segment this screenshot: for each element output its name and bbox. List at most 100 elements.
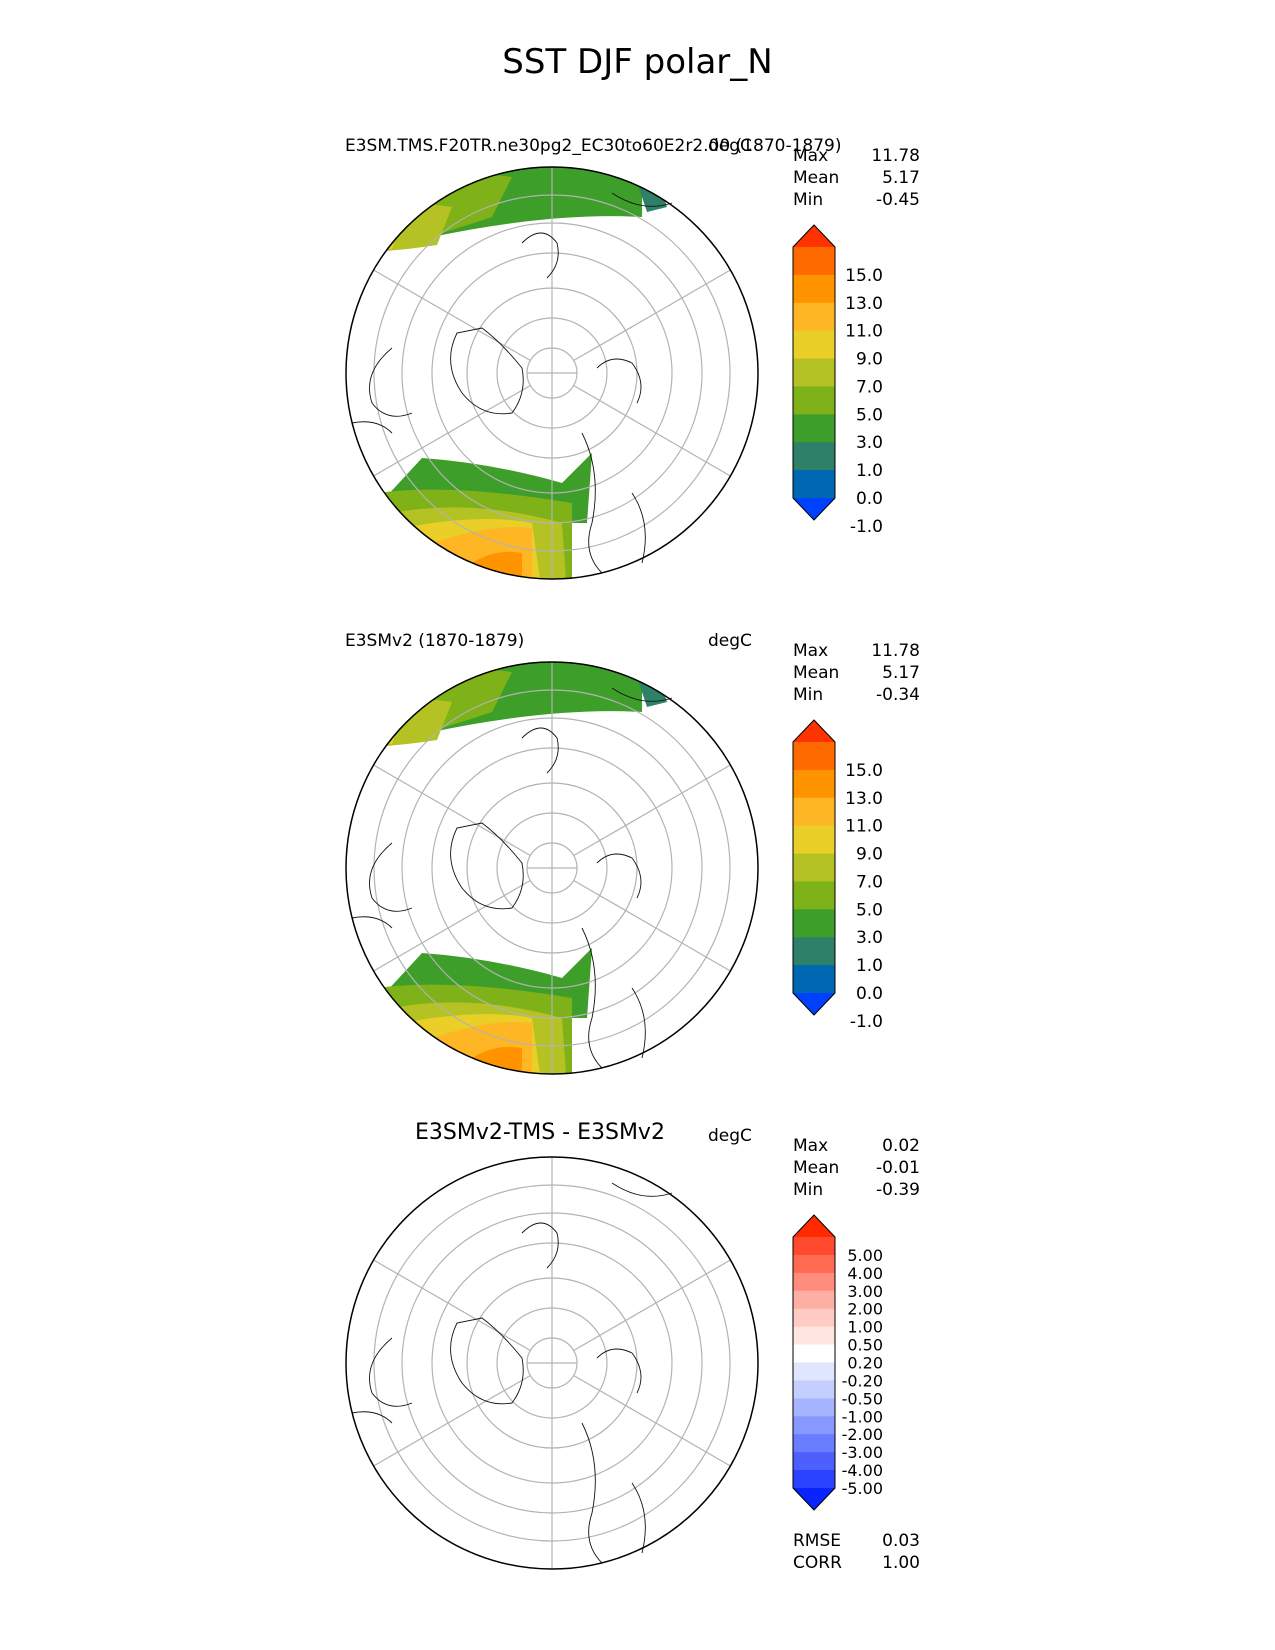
meridian-line <box>573 269 731 362</box>
colorbar-bin <box>793 414 835 443</box>
colorbar-bin <box>793 1326 835 1346</box>
panel-2-stat-value-mean: 5.17 <box>882 663 920 683</box>
panel-1-stat-label-min: Min <box>793 190 824 210</box>
coastline <box>521 1222 559 1269</box>
colorbar-tick-label: 7.0 <box>856 872 883 892</box>
coastline <box>631 492 646 564</box>
colorbar-tick-label: -1.0 <box>850 1012 883 1032</box>
coastline <box>450 327 524 415</box>
panel-2-units: degC <box>708 631 752 651</box>
meridian-line <box>573 1259 731 1352</box>
panel-3-stat-value-max: 0.02 <box>882 1136 920 1156</box>
panel-3-metric-value-rmse: 0.03 <box>882 1531 920 1551</box>
panel-3-stat-label-min: Min <box>793 1180 824 1200</box>
panel-2-stat-label-min: Min <box>793 685 824 705</box>
panel-2: 15.0 13.0 11.0 9.0 7.0 5.0 3.0 1.0 0.0 -1.0 <box>345 661 883 1075</box>
panel-3-gridlines <box>373 1157 731 1569</box>
colorbar-bin <box>793 853 835 882</box>
panel-2-gridlines <box>373 662 731 1074</box>
colorbar-tick-label: 3.0 <box>856 433 883 453</box>
panel-2-field <box>347 662 667 1074</box>
colorbar-tick-label: 0.20 <box>847 1354 883 1373</box>
colorbar-bin <box>793 937 835 966</box>
colorbar-tick-label: 0.0 <box>856 489 883 509</box>
colorbar-bin <box>793 909 835 938</box>
colorbar-tick-label: 0.50 <box>847 1336 883 1355</box>
coastline <box>631 987 646 1059</box>
meridian-line <box>373 1259 531 1352</box>
panel-3-units: degC <box>708 1126 752 1146</box>
coastline <box>369 842 413 912</box>
panel-1-stat-value-min: -0.45 <box>876 190 920 210</box>
colorbar-tick-label: 4.00 <box>847 1264 883 1283</box>
coastline <box>450 822 524 910</box>
colorbar-bin <box>793 470 835 499</box>
colorbar-tick-label: 13.0 <box>845 294 883 314</box>
colorbar-tick-label: 5.0 <box>856 405 883 425</box>
colorbar-bin <box>793 274 835 304</box>
colorbar-extend-max <box>793 1215 835 1237</box>
panel-2-colorbar: 15.0 13.0 11.0 9.0 7.0 5.0 3.0 1.0 0.0 -1.0 <box>792 719 883 1032</box>
panel-3-metric-label-corr: CORR <box>793 1553 842 1573</box>
panel-3-stat-label-mean: Mean <box>793 1158 840 1178</box>
panel-1-title: E3SM.TMS.F20TR.ne30pg2_EC30to60E2r2.00 (… <box>345 136 842 156</box>
colorbar-bin <box>793 1434 835 1453</box>
panel-1-stat-value-mean: 5.17 <box>882 168 920 188</box>
panel-2-stat-value-max: 11.78 <box>871 641 920 661</box>
colorbar-tick-label: 3.0 <box>856 928 883 948</box>
colorbar-tick-label: 15.0 <box>845 266 883 286</box>
panel-3-metric-value-corr: 1.00 <box>882 1553 920 1573</box>
meridian-line <box>373 764 531 857</box>
colorbar-tick-label: 9.0 <box>856 350 883 370</box>
panel-2-title: E3SMv2 (1870-1879) <box>345 631 525 651</box>
panel-1-gridlines <box>373 167 731 579</box>
colorbar-tick-label: 13.0 <box>845 789 883 809</box>
colorbar-tick-label: -3.00 <box>842 1443 883 1462</box>
colorbar-bin <box>793 1290 835 1310</box>
colorbar-tick-label: 9.0 <box>856 845 883 865</box>
colorbar-tick-label: -4.00 <box>842 1461 883 1480</box>
colorbar-outline <box>792 224 836 521</box>
panel-3-colorbar: 5.004.003.002.001.000.500.20-0.20-0.50-1… <box>792 1214 883 1511</box>
panel-3: 5.004.003.002.001.000.500.20-0.20-0.50-1… <box>345 1156 883 1570</box>
colorbar-extend-min <box>793 993 835 1015</box>
colorbar-bin <box>793 302 835 332</box>
colorbar-extend-min <box>793 498 835 520</box>
panel-1-stat-label-mean: Mean <box>793 168 840 188</box>
colorbar-tick-label: -0.50 <box>842 1389 883 1408</box>
colorbar-extend-min <box>793 1488 835 1510</box>
coastline <box>611 687 673 702</box>
coastline <box>581 1422 603 1564</box>
colorbar-bin <box>793 442 835 471</box>
meridian-line <box>373 879 531 972</box>
colorbar-tick-label: 11.0 <box>845 817 883 837</box>
coastline <box>369 1337 413 1407</box>
panel-2-stat-value-min: -0.34 <box>876 685 920 705</box>
colorbar-tick-label: 2.00 <box>847 1300 883 1319</box>
colorbar-bin <box>793 881 835 910</box>
meridian-line <box>373 1374 531 1467</box>
panel-3-coastlines <box>351 1182 673 1564</box>
panel-1-coastlines <box>351 192 673 574</box>
colorbar-extend-max <box>793 720 835 742</box>
colorbar-outline <box>792 719 836 1016</box>
panel-2-coastlines <box>351 687 673 1069</box>
colorbar-tick-label: 11.0 <box>845 322 883 342</box>
colorbar-bin <box>793 1380 835 1399</box>
coastline <box>369 347 413 417</box>
coastline <box>351 1411 393 1424</box>
coastline <box>581 432 603 574</box>
colorbar-outline <box>792 1214 836 1511</box>
colorbar-bin <box>793 358 835 387</box>
panel-3-stat-label-max: Max <box>793 1136 829 1156</box>
coastline <box>596 358 642 404</box>
colorbar-bin <box>793 965 835 994</box>
colorbar-bin <box>793 1237 835 1256</box>
meridian-line <box>373 269 531 362</box>
colorbar-tick-label: -1.00 <box>842 1407 883 1426</box>
colorbar-tick-label: 7.0 <box>856 377 883 397</box>
colorbar-bin <box>793 386 835 415</box>
colorbar-bin <box>793 1398 835 1417</box>
panel-3-metric-label-rmse: RMSE <box>793 1531 842 1551</box>
